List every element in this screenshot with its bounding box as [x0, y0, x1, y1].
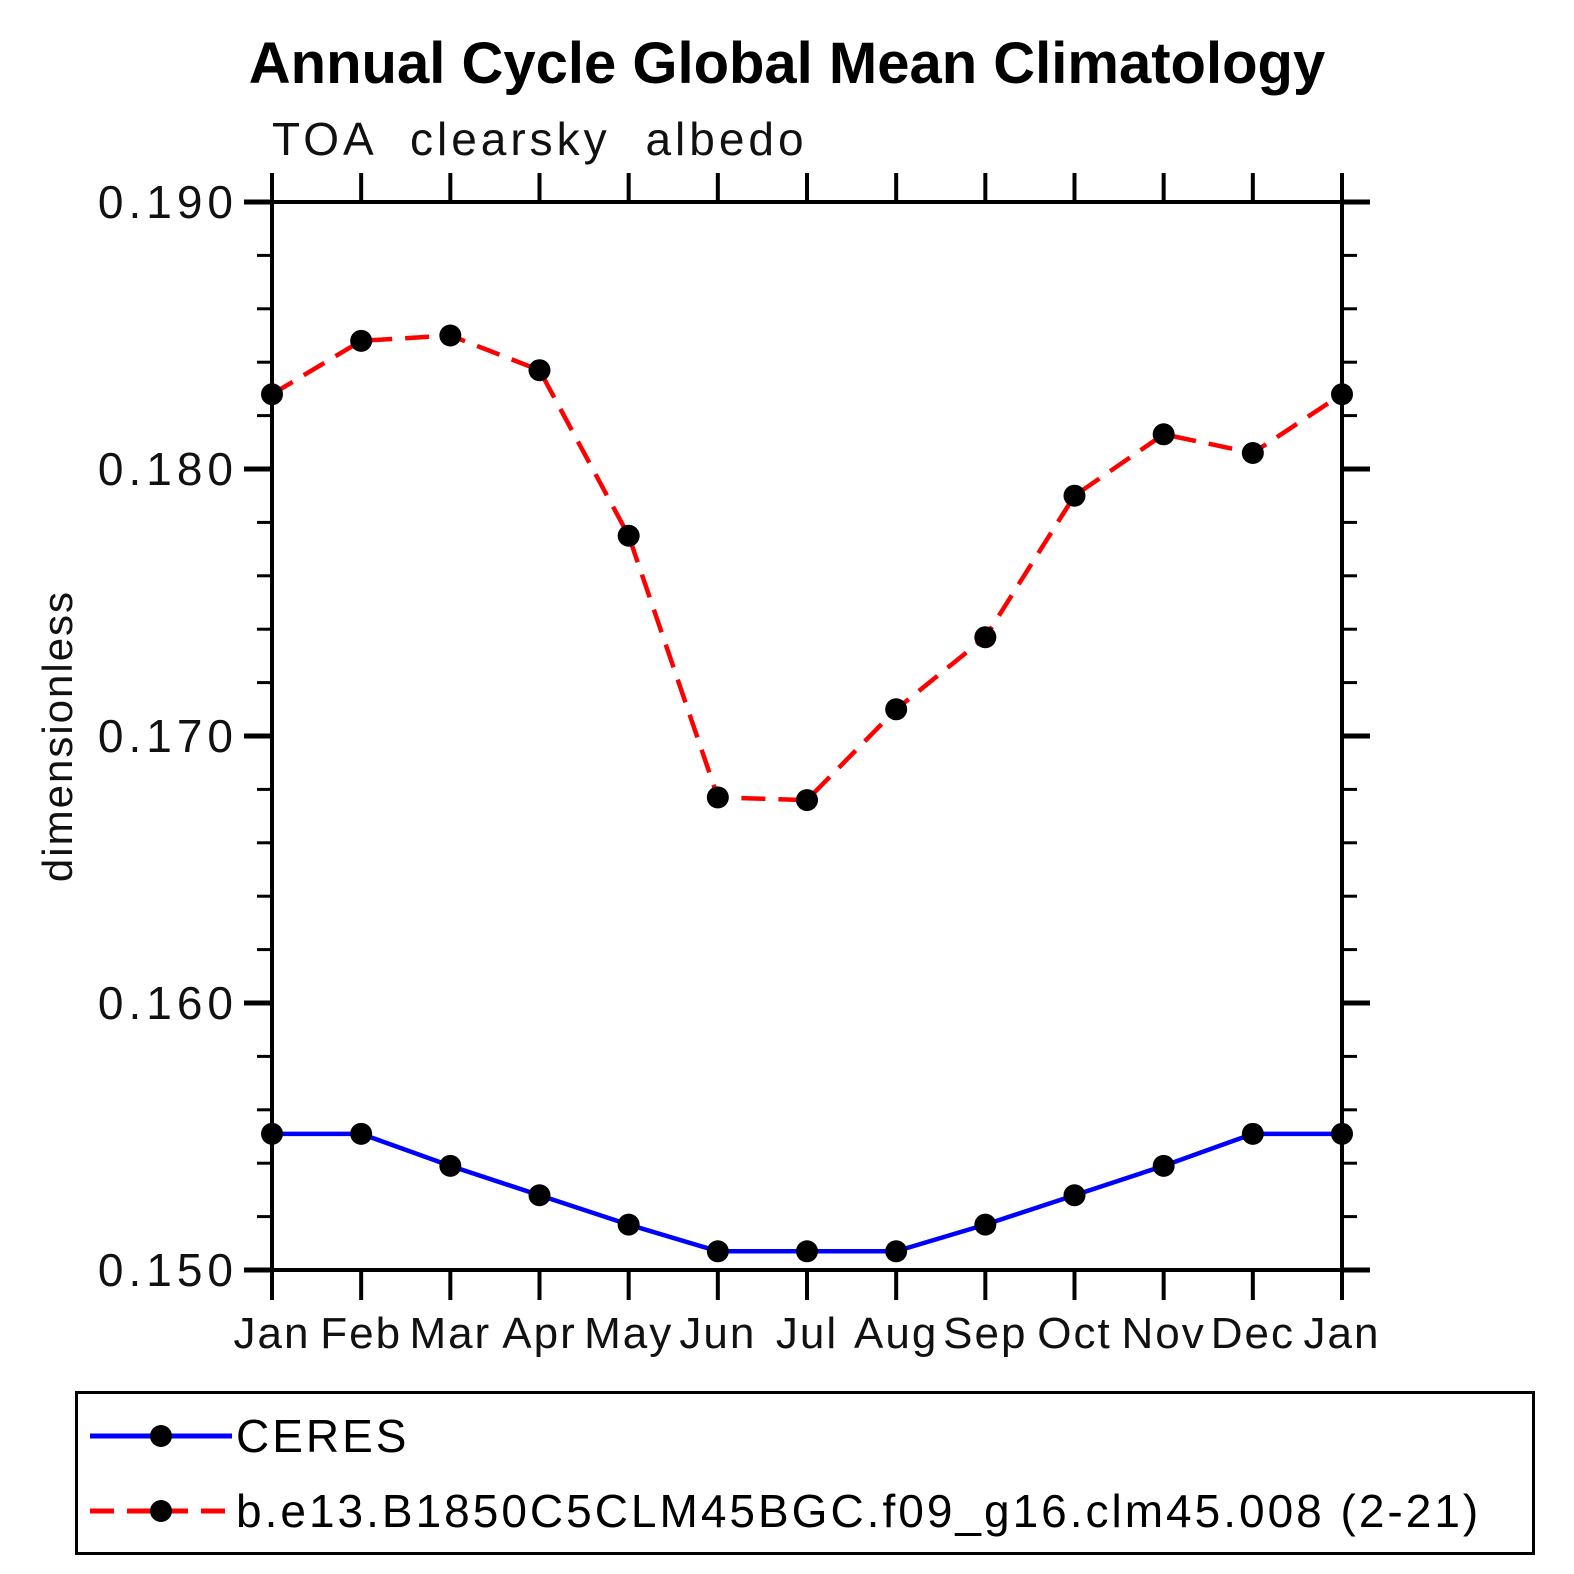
data-point-marker [350, 1122, 373, 1145]
data-point-marker [885, 1240, 908, 1263]
series-line-ceres [272, 1131, 1342, 1254]
chart-title: Annual Cycle Global Mean Climatology [248, 31, 1326, 96]
y-tick-label: 0.170 [98, 710, 238, 762]
x-tick-label: Sep [943, 1309, 1027, 1358]
data-point-marker [1152, 423, 1175, 446]
chart-subtitle: TOA clearsky albedo [272, 113, 808, 165]
x-tick-label: Jan [234, 1309, 311, 1358]
x-tick-label: Dec [1211, 1309, 1295, 1358]
x-tick-label: Apr [502, 1309, 576, 1358]
data-point-marker [261, 1122, 283, 1145]
legend-row-model: b.e13.B1850C5CLM45BGC.f09_g16.clm45.008 … [86, 1475, 1532, 1547]
data-point-marker [617, 524, 640, 547]
x-tick-label: Feb [320, 1309, 402, 1358]
data-point-marker [1152, 1154, 1175, 1177]
legend-label-ceres: CERES [236, 1409, 410, 1462]
x-tick-label: Oct [1037, 1309, 1111, 1358]
legend-row-ceres: CERES [86, 1400, 1532, 1472]
y-tick-label: 0.150 [98, 1244, 238, 1296]
y-tick-label: 0.190 [98, 176, 238, 228]
x-tick-label: Jan [1304, 1309, 1381, 1358]
x-tick-label: Jul [776, 1309, 838, 1358]
data-point-marker [528, 359, 551, 382]
data-point-marker [350, 329, 373, 352]
data-point-marker [1241, 441, 1264, 464]
data-point-marker [439, 1154, 462, 1177]
data-point-marker [528, 1184, 551, 1207]
x-tick-label: Aug [854, 1309, 938, 1358]
data-point-marker [974, 626, 997, 649]
data-point-marker [885, 698, 908, 721]
data-point-marker [796, 1240, 818, 1263]
data-point-marker [1241, 1122, 1264, 1145]
data-point-marker [796, 789, 818, 812]
legend-line-sample-dashed [90, 1499, 232, 1522]
x-tick-label: Mar [409, 1309, 491, 1358]
data-point-marker [974, 1213, 997, 1236]
legend-box: CERES b.e13.B1850C5CLM45BGC.f09_g16.clm4… [75, 1391, 1535, 1555]
legend-label-model: b.e13.B1850C5CLM45BGC.f09_g16.clm45.008 … [236, 1484, 1482, 1537]
x-tick-label: Jun [679, 1309, 756, 1358]
data-point-marker [1331, 1122, 1353, 1145]
data-point-marker [706, 1240, 729, 1263]
data-point-marker [439, 324, 462, 347]
plot-frame [270, 200, 1344, 1272]
y-tick-label: 0.180 [98, 443, 238, 495]
data-point-marker [617, 1213, 640, 1236]
legend-line-sample-solid [90, 1424, 232, 1447]
data-point-marker [1063, 1184, 1086, 1207]
data-point-marker [1331, 383, 1353, 406]
x-tick-label: May [584, 1309, 673, 1358]
data-point-marker [1063, 484, 1086, 507]
y-tick-label: 0.160 [98, 977, 238, 1029]
series-line-model [270, 333, 1344, 803]
data-point-marker [706, 786, 729, 809]
x-tick-label: Nov [1122, 1309, 1206, 1358]
data-point-marker [261, 383, 283, 406]
